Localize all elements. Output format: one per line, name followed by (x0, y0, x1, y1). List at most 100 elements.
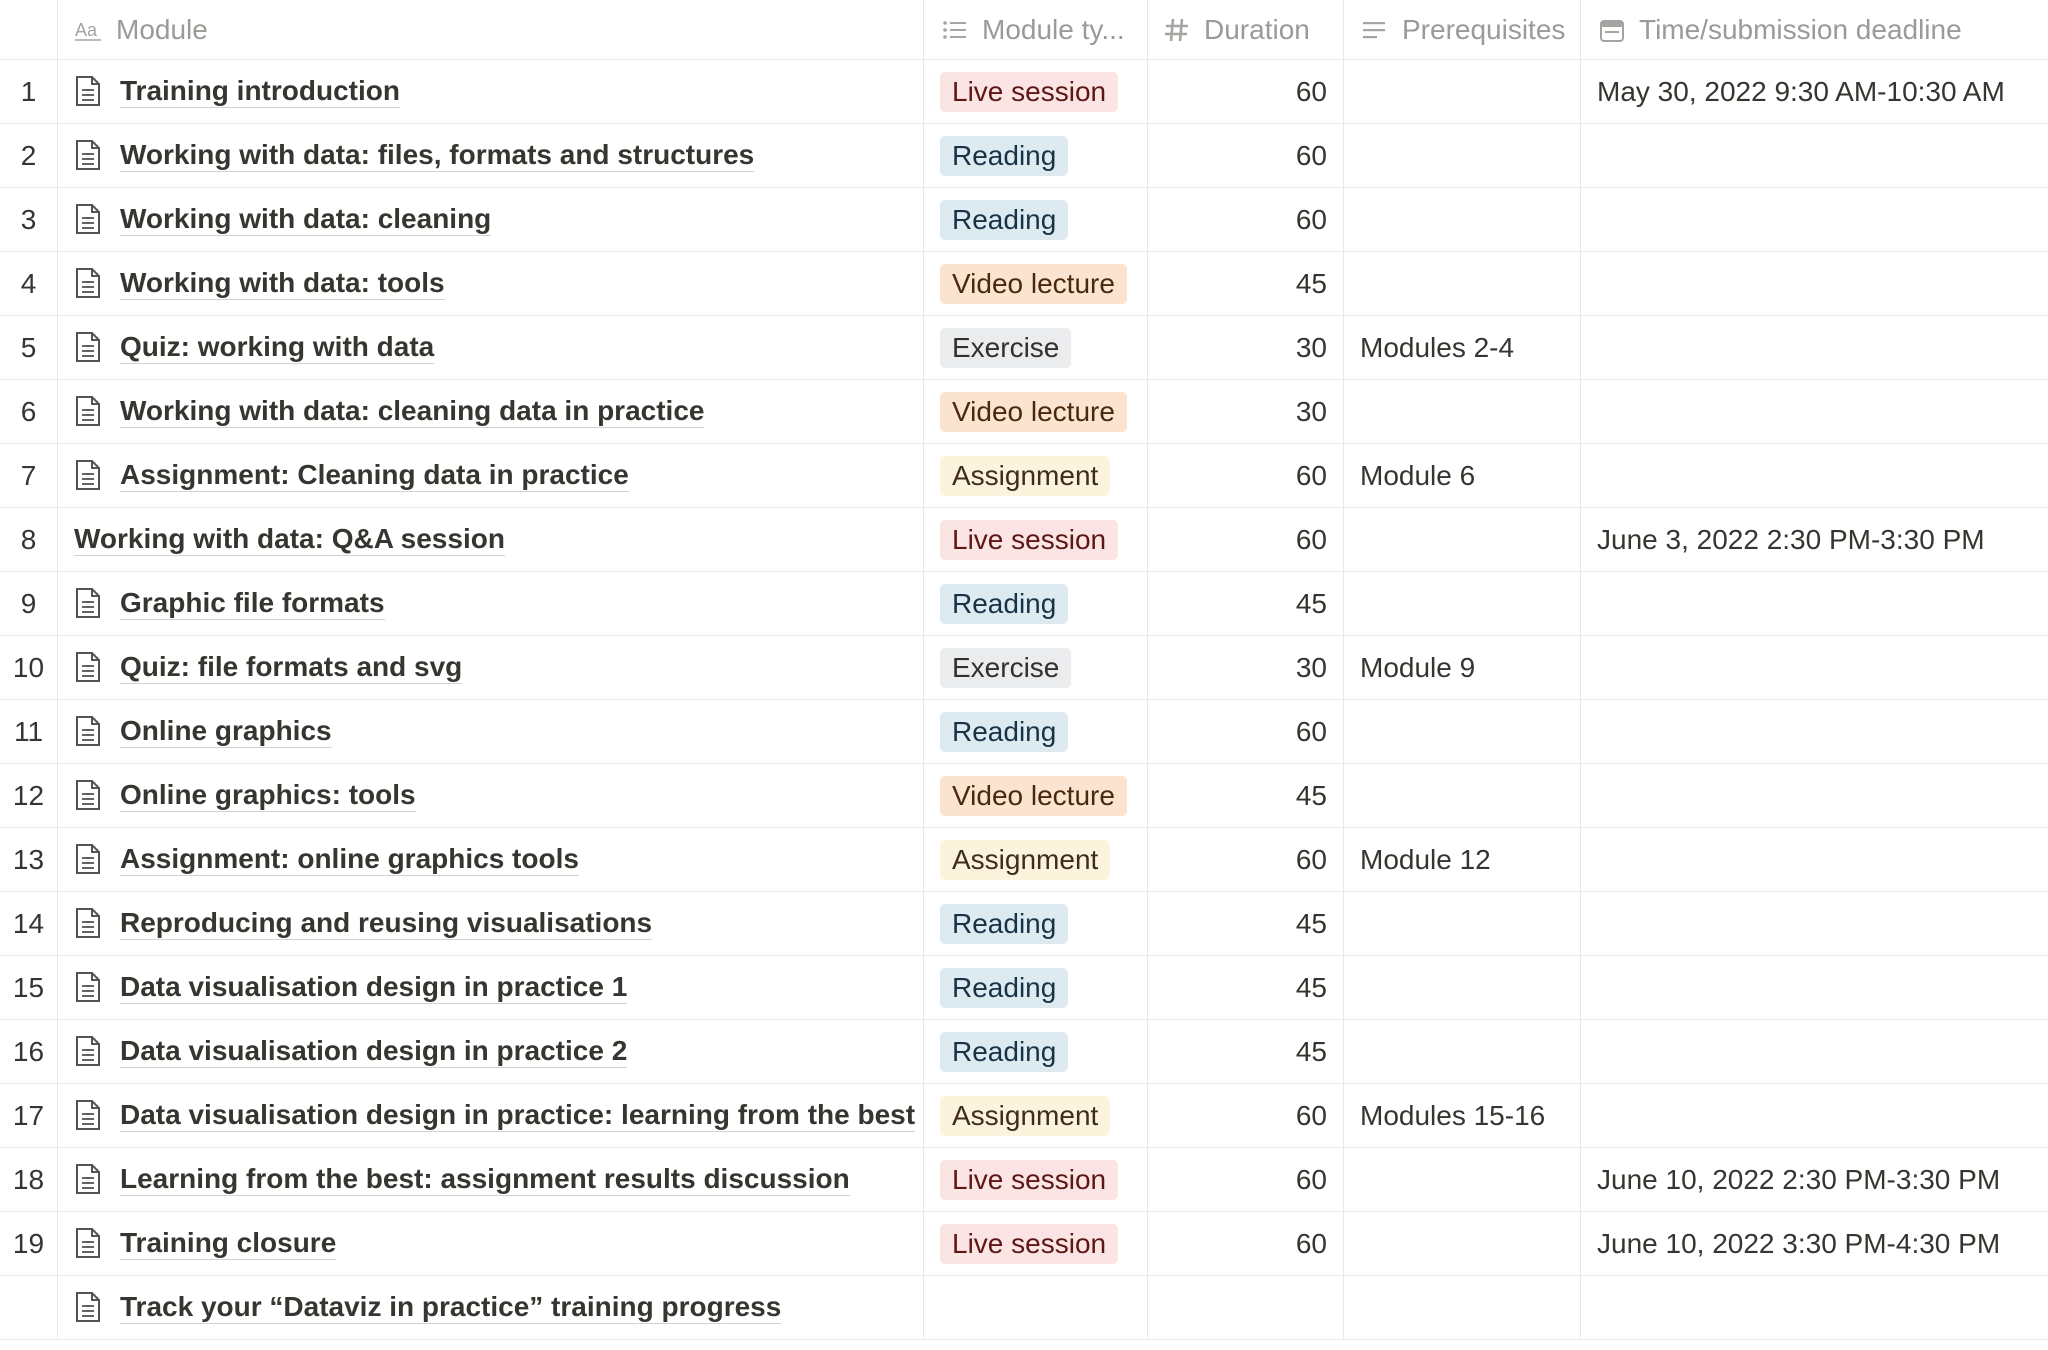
duration-cell[interactable]: 60 (1148, 1084, 1344, 1147)
module-title[interactable]: Data visualisation design in practice 2 (120, 1035, 628, 1069)
module-type-cell[interactable]: Exercise (924, 636, 1148, 699)
module-title[interactable]: Reproducing and reusing visualisations (120, 907, 653, 941)
table-row[interactable]: 10 Quiz: file formats and svg Exercise 30 Mo… (0, 636, 2048, 700)
time-cell[interactable] (1581, 1020, 2048, 1083)
duration-cell[interactable]: 45 (1148, 252, 1344, 315)
module-type-cell[interactable]: Assignment (924, 1084, 1148, 1147)
table-row[interactable]: 12 Online graphics: tools Video lecture 45 (0, 764, 2048, 828)
module-title[interactable]: Assignment: Cleaning data in practice (120, 459, 629, 493)
table-row[interactable]: 7 Assignment: Cleaning data in practice As… (0, 444, 2048, 508)
duration-cell[interactable]: 60 (1148, 1212, 1344, 1275)
prerequisites-cell[interactable]: Module 12 (1344, 828, 1581, 891)
prerequisites-cell[interactable] (1344, 252, 1581, 315)
module-title[interactable]: Data visualisation design in practice: l… (120, 1099, 916, 1133)
module-type-cell[interactable]: Reading (924, 700, 1148, 763)
module-title[interactable]: Working with data: Q&A session (74, 523, 505, 557)
module-title[interactable]: Working with data: tools (120, 267, 445, 301)
module-title[interactable]: Learning from the best: assignment resul… (120, 1163, 850, 1197)
time-cell[interactable]: May 30, 2022 9:30 AM-10:30 AM (1597, 75, 2005, 107)
module-cell[interactable]: Working with data: tools (58, 252, 924, 315)
module-cell[interactable]: Quiz: working with data (58, 316, 924, 379)
time-cell[interactable] (1581, 828, 2048, 891)
module-type-cell[interactable]: Reading (924, 188, 1148, 251)
prerequisites-cell[interactable] (1344, 124, 1581, 187)
prerequisites-cell[interactable] (1344, 956, 1581, 1019)
module-cell[interactable]: Data visualisation design in practice 2 (58, 1020, 924, 1083)
prerequisites-cell[interactable] (1344, 508, 1581, 571)
module-cell[interactable]: Data visualisation design in practice 1 (58, 956, 924, 1019)
duration-cell[interactable]: 60 (1148, 188, 1344, 251)
module-cell[interactable]: Working with data: Q&A session (58, 508, 924, 571)
module-type-cell[interactable]: Video lecture (924, 764, 1148, 827)
table-row[interactable]: 14 Reproducing and reusing visualisations… (0, 892, 2048, 956)
table-row[interactable]: 2 Working with data: files, formats and s… (0, 124, 2048, 188)
prerequisites-cell[interactable] (1344, 892, 1581, 955)
time-cell[interactable] (1581, 1084, 2048, 1147)
module-cell[interactable]: Training introduction (58, 60, 924, 123)
table-row[interactable]: 19 Training closure Live session 60 June 10,… (0, 1212, 2048, 1276)
header-prerequisites[interactable]: Prerequisites (1344, 0, 1581, 59)
table-row[interactable]: 5 Quiz: working with data Exercise 30 Module… (0, 316, 2048, 380)
prerequisites-cell[interactable] (1344, 764, 1581, 827)
duration-cell[interactable]: 60 (1148, 828, 1344, 891)
duration-cell[interactable]: 45 (1148, 1020, 1344, 1083)
module-type-cell[interactable]: Reading (924, 956, 1148, 1019)
module-title[interactable]: Working with data: cleaning data in prac… (120, 395, 705, 429)
prerequisites-cell[interactable]: Module 6 (1344, 444, 1581, 507)
table-row[interactable]: 13 Assignment: online graphics tools Assig… (0, 828, 2048, 892)
duration-cell[interactable]: 60 (1148, 700, 1344, 763)
table-row[interactable]: 9 Graphic file formats Reading 45 (0, 572, 2048, 636)
module-type-cell[interactable]: Assignment (924, 444, 1148, 507)
prerequisites-cell[interactable]: Modules 2-4 (1344, 316, 1581, 379)
prerequisites-cell[interactable]: Module 9 (1344, 636, 1581, 699)
module-cell[interactable]: Assignment: Cleaning data in practice (58, 444, 924, 507)
module-cell[interactable]: Learning from the best: assignment resul… (58, 1148, 924, 1211)
duration-cell[interactable] (1148, 1276, 1344, 1339)
table-row[interactable]: 4 Working with data: tools Video lecture 45 (0, 252, 2048, 316)
time-cell[interactable] (1581, 1276, 2048, 1339)
module-title[interactable]: Online graphics: tools (120, 779, 416, 813)
prerequisites-cell[interactable] (1344, 60, 1581, 123)
module-title[interactable]: Graphic file formats (120, 587, 385, 621)
module-title[interactable]: Training introduction (120, 75, 400, 109)
duration-cell[interactable]: 60 (1148, 60, 1344, 123)
module-title[interactable]: Working with data: files, formats and st… (120, 139, 755, 173)
module-title[interactable]: Track your “Dataviz in practice” trainin… (120, 1291, 782, 1325)
module-type-cell[interactable]: Assignment (924, 828, 1148, 891)
duration-cell[interactable]: 60 (1148, 124, 1344, 187)
module-cell[interactable]: Online graphics: tools (58, 764, 924, 827)
prerequisites-cell[interactable] (1344, 700, 1581, 763)
time-cell[interactable]: June 10, 2022 3:30 PM-4:30 PM (1597, 1227, 2001, 1259)
time-cell[interactable] (1581, 764, 2048, 827)
module-type-cell[interactable]: Reading (924, 572, 1148, 635)
time-cell[interactable]: June 3, 2022 2:30 PM-3:30 PM (1597, 523, 1985, 555)
prerequisites-cell[interactable] (1344, 380, 1581, 443)
duration-cell[interactable]: 45 (1148, 892, 1344, 955)
table-row[interactable]: 17 Data visualisation design in practice:… (0, 1084, 2048, 1148)
time-cell[interactable] (1581, 316, 2048, 379)
module-type-cell[interactable]: Reading (924, 1020, 1148, 1083)
header-module[interactable]: Aa Module (58, 0, 924, 59)
module-title[interactable]: Quiz: working with data (120, 331, 435, 365)
prerequisites-cell[interactable] (1344, 1212, 1581, 1275)
module-title[interactable]: Working with data: cleaning (120, 203, 492, 237)
header-time[interactable]: Time/submission deadline (1581, 0, 2048, 59)
duration-cell[interactable]: 45 (1148, 572, 1344, 635)
module-cell[interactable]: Working with data: files, formats and st… (58, 124, 924, 187)
prerequisites-cell[interactable]: Modules 15-16 (1344, 1084, 1581, 1147)
time-cell[interactable] (1581, 188, 2048, 251)
module-cell[interactable]: Assignment: online graphics tools (58, 828, 924, 891)
time-cell[interactable] (1581, 892, 2048, 955)
module-title[interactable]: Online graphics (120, 715, 332, 749)
duration-cell[interactable]: 60 (1148, 444, 1344, 507)
module-cell[interactable]: Track your “Dataviz in practice” trainin… (58, 1276, 924, 1339)
time-cell[interactable] (1581, 252, 2048, 315)
table-row[interactable]: 16 Data visualisation design in practice … (0, 1020, 2048, 1084)
duration-cell[interactable]: 45 (1148, 764, 1344, 827)
time-cell[interactable] (1581, 956, 2048, 1019)
table-row[interactable]: 1 Training introduction Live session 60 May … (0, 60, 2048, 124)
table-row[interactable]: 6 Working with data: cleaning data in pra… (0, 380, 2048, 444)
module-title[interactable]: Assignment: online graphics tools (120, 843, 579, 877)
time-cell[interactable] (1581, 636, 2048, 699)
prerequisites-cell[interactable] (1344, 1020, 1581, 1083)
